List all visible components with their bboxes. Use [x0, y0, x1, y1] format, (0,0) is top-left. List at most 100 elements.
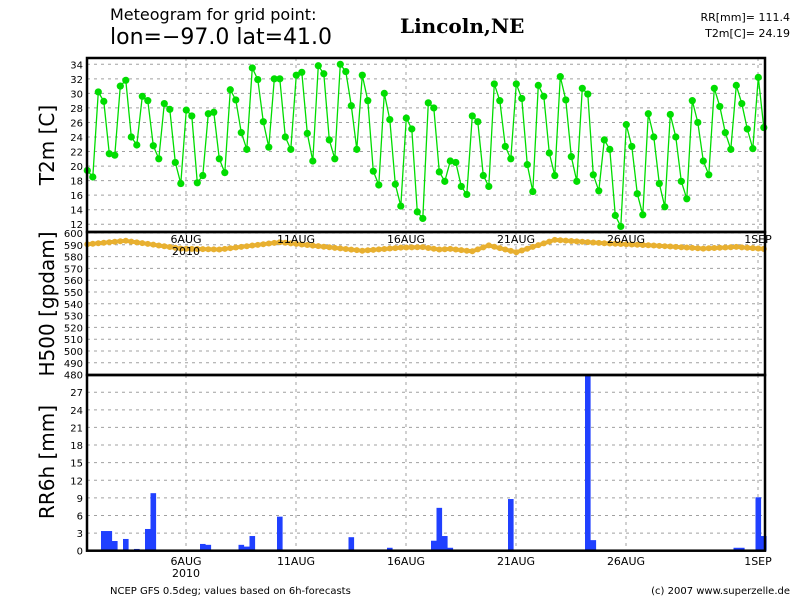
h500-point	[623, 241, 630, 248]
t2m-point	[100, 97, 108, 105]
h500-axis-title: H500 [gpdam]	[35, 232, 59, 377]
h500-y-tick-label: 560	[64, 276, 83, 287]
t2m-point	[248, 64, 256, 72]
rr-panel-frame	[85, 373, 767, 552]
h500-point	[546, 238, 553, 245]
t2m-point	[408, 125, 416, 133]
x-tick-label-top: 26AUG	[607, 233, 645, 246]
h500-point	[150, 241, 157, 248]
h500-point	[562, 237, 569, 244]
h500-point	[414, 244, 421, 251]
t2m-point	[232, 96, 240, 104]
t2m-point	[259, 118, 267, 126]
t2m-point	[111, 151, 119, 159]
t2m-point	[441, 177, 449, 185]
rr-bar	[739, 547, 745, 551]
t2m-point	[721, 129, 729, 137]
x-tick-label-bottom: 11AUG	[277, 555, 315, 568]
h500-point	[480, 244, 487, 251]
h500-point	[243, 243, 250, 250]
h500-point	[711, 245, 718, 252]
h500-point	[419, 244, 426, 251]
year-label-top: 2010	[172, 245, 200, 258]
h500-point	[689, 244, 696, 251]
h500-point	[227, 245, 234, 252]
h500-point	[584, 239, 591, 246]
t2m-point	[380, 89, 388, 97]
t2m-point	[166, 105, 174, 113]
h500-point	[265, 240, 272, 247]
h500-point	[364, 247, 371, 254]
t2m-point	[490, 80, 498, 88]
t2m-point	[622, 121, 630, 129]
h500-point	[408, 244, 415, 251]
h500-point	[590, 239, 597, 246]
rr-bar	[442, 536, 448, 551]
h500-point	[524, 245, 531, 252]
t2m-point	[353, 145, 361, 153]
h500-point	[661, 243, 668, 250]
h500-point	[518, 247, 525, 254]
h500-point	[705, 245, 712, 252]
t2m-point	[265, 143, 273, 151]
h500-point	[755, 245, 762, 252]
h500-point	[89, 240, 96, 247]
h500-point	[573, 238, 580, 245]
x-tick-label-top: 21AUG	[497, 233, 535, 246]
h500-point	[551, 236, 558, 243]
t2m-point	[281, 133, 289, 141]
t2m-point	[452, 158, 460, 167]
h500-point	[386, 245, 393, 252]
rr-y-tick-label: 21	[70, 423, 83, 434]
h500-point	[315, 243, 322, 250]
t2m-axis-title: T2m [C]	[35, 105, 59, 186]
t2m-point	[116, 82, 124, 90]
rr-bar	[200, 543, 206, 551]
h500-point	[117, 238, 124, 245]
rr-y-tick-label: 9	[77, 494, 83, 505]
h500-point	[139, 240, 146, 247]
t2m-y-tick-label: 16	[70, 191, 83, 202]
t2m-point	[314, 62, 322, 70]
t2m-point	[413, 208, 421, 216]
t2m-point	[683, 195, 691, 203]
h500-point	[436, 246, 443, 253]
h500-point	[700, 245, 707, 252]
rr-bar	[244, 546, 250, 551]
h500-point	[441, 246, 448, 253]
h500-point	[452, 246, 459, 253]
h500-point	[254, 241, 261, 248]
rr-bar	[101, 531, 107, 551]
h500-point	[276, 239, 283, 246]
h500-point	[106, 239, 113, 246]
h500-y-tick-label: 510	[64, 335, 83, 346]
rr-y-tick-label: 0	[77, 547, 83, 558]
h500-point	[260, 241, 267, 248]
t2m-point	[237, 129, 245, 137]
title-line1: Meteogram for grid point:	[110, 5, 316, 24]
t2m-point	[243, 145, 251, 153]
t2m-point	[155, 155, 163, 163]
t2m-point	[562, 96, 570, 104]
t2m-point	[270, 75, 278, 83]
rr-axis-title: RR6h [mm]	[35, 405, 59, 519]
h500-point	[375, 246, 382, 253]
t2m-point	[188, 112, 196, 120]
h500-point	[529, 243, 536, 250]
rr-bar	[277, 516, 283, 551]
h500-point	[650, 242, 657, 249]
t2m-y-tick-label: 18	[70, 177, 83, 188]
t2m-point	[424, 99, 432, 107]
t2m-point	[199, 171, 207, 180]
t2m-point	[479, 171, 487, 180]
rr-bar	[205, 544, 212, 551]
h500-point	[304, 242, 311, 249]
t2m-point	[369, 167, 377, 175]
t2m-point	[611, 211, 619, 220]
t2m-point	[710, 84, 718, 92]
h500-y-tick-label: 550	[64, 288, 83, 299]
h500-point	[502, 246, 509, 253]
rr-bar	[755, 497, 762, 551]
h500-point	[144, 240, 151, 247]
rr-bar	[431, 540, 437, 551]
